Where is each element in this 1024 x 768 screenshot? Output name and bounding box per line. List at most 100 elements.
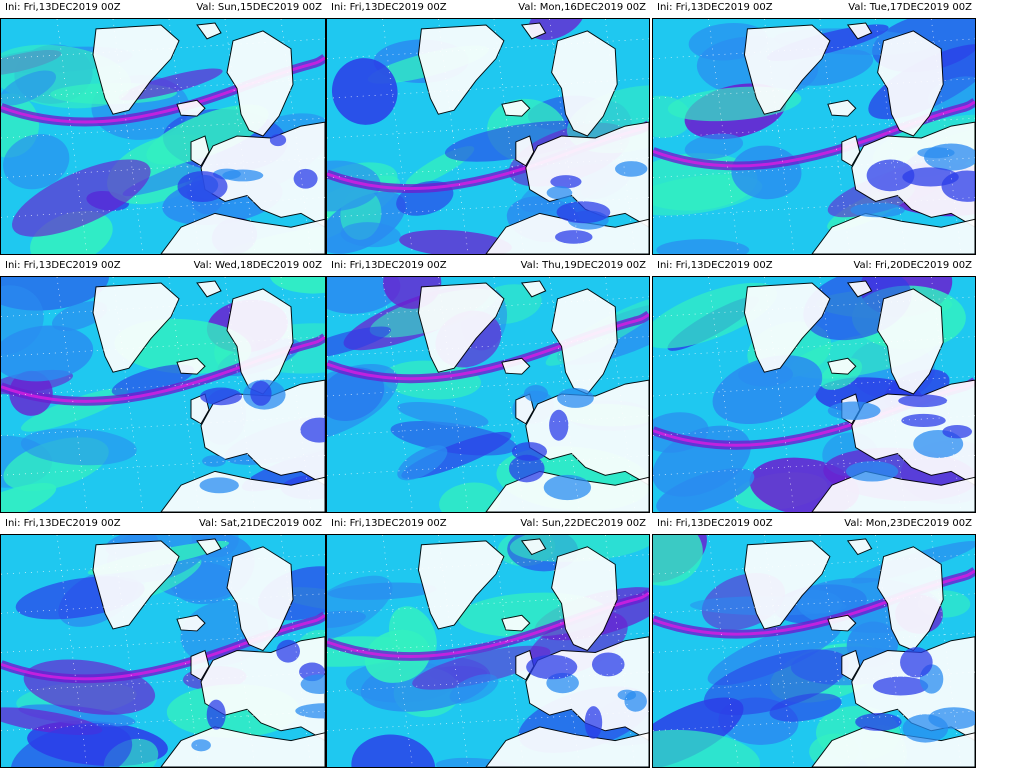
map-canvas (653, 277, 975, 512)
map-canvas (327, 277, 649, 512)
precipitable-water-map (652, 534, 976, 768)
latitude-gridline (327, 593, 649, 614)
latitude-gridline (653, 336, 975, 357)
scandinavia-landmass (551, 546, 618, 652)
map-canvas (1, 535, 325, 767)
land-moisture-patch (941, 170, 975, 202)
scandinavia-landmass (226, 30, 294, 137)
land-moisture-patch (202, 455, 226, 467)
latitude-gridline (327, 554, 649, 575)
land-moisture-patch (900, 647, 933, 678)
moisture-blob (397, 445, 448, 481)
map-canvas (327, 535, 649, 767)
latitude-gridline (327, 455, 649, 476)
map-canvas (1, 19, 325, 254)
latitude-gridline (327, 336, 649, 357)
map-canvas (653, 19, 975, 254)
land-moisture-patch (199, 477, 239, 494)
moisture-blob (327, 326, 392, 359)
moisture-blob (327, 575, 393, 643)
moisture-blob (327, 364, 399, 443)
latitude-gridline (327, 632, 649, 653)
land-moisture-patch (624, 690, 647, 712)
land-moisture-patch (222, 169, 264, 182)
land-moisture-patch (543, 474, 592, 501)
forecast-panel-9: Ini: Fri,13DEC2019 00Z Val: Mon,23DEC2019… (652, 516, 976, 768)
init-time-label: Ini: Fri,13DEC2019 00Z (331, 518, 447, 529)
latitude-gridline (1, 38, 325, 59)
latitude-gridline (653, 593, 975, 614)
latitude-gridline (327, 38, 649, 59)
init-time-label: Ini: Fri,13DEC2019 00Z (657, 260, 773, 271)
panel-header: Ini: Fri,13DEC2019 00Z Val: Sat,21DEC2019… (0, 516, 326, 532)
moisture-plume-core (1, 614, 325, 681)
forecast-panel-1: Ini: Fri,13DEC2019 00Z Val: Sun,15DEC2019… (0, 0, 326, 255)
init-time-label: Ini: Fri,13DEC2019 00Z (657, 518, 773, 529)
moisture-blob (703, 649, 849, 716)
greenland-landmass (417, 540, 505, 630)
moisture-blob (12, 159, 151, 237)
land-moisture-patch (827, 401, 881, 420)
forecast-panel-5: Ini: Fri,13DEC2019 00Z Val: Thu,19DEC2019… (326, 258, 650, 513)
british-isles-landmass (841, 649, 861, 681)
forecast-panel-7: Ini: Fri,13DEC2019 00Z Val: Sat,21DEC2019… (0, 516, 326, 768)
moisture-blob (792, 589, 843, 614)
land-moisture-patch (549, 409, 569, 441)
panel-header: Ini: Fri,13DEC2019 00Z Val: Thu,19DEC2019… (326, 258, 650, 274)
land-moisture-patch (191, 739, 211, 752)
moisture-blob (449, 674, 499, 704)
iceland-landmass (176, 614, 206, 632)
moisture-blob (1, 483, 57, 512)
forecast-panel-3: Ini: Fri,13DEC2019 00Z Val: Tue,17DEC2019… (652, 0, 976, 255)
land-moisture-patch (523, 384, 549, 403)
scandinavia-landmass (226, 546, 294, 652)
forecast-panel-2: Ini: Fri,13DEC2019 00Z Val: Mon,16DEC2019… (326, 0, 650, 255)
land-moisture-patch (276, 639, 300, 663)
iceland-landmass (176, 357, 206, 375)
latitude-gridline (653, 415, 975, 436)
forecast-panel-4: Ini: Fri,13DEC2019 00Z Val: Wed,18DEC2019… (0, 258, 326, 513)
init-time-label: Ini: Fri,13DEC2019 00Z (331, 260, 447, 271)
precipitable-water-map (0, 276, 326, 513)
svalbard-landmass (520, 280, 547, 298)
latitude-gridline (1, 157, 325, 178)
land-moisture-patch (917, 147, 955, 159)
precipitable-water-map (0, 18, 326, 255)
svalbard-landmass (520, 538, 547, 556)
panel-header: Ini: Fri,13DEC2019 00Z Val: Mon,16DEC2019… (326, 0, 650, 16)
moisture-blob (327, 610, 367, 629)
land-moisture-patch (295, 703, 325, 719)
latitude-gridline (1, 336, 325, 357)
latitude-gridline (653, 296, 975, 317)
land-moisture-patch (293, 168, 318, 189)
africa-landmass (160, 726, 325, 767)
latitude-gridline (1, 593, 325, 614)
init-time-label: Ini: Fri,13DEC2019 00Z (657, 2, 773, 13)
latitude-gridline (1, 375, 325, 397)
moisture-plume-core (653, 100, 975, 168)
land-moisture-patch (584, 706, 603, 739)
valid-time-label: Val: Wed,18DEC2019 00Z (193, 260, 322, 271)
panel-header: Ini: Fri,13DEC2019 00Z Val: Tue,17DEC2019… (652, 0, 976, 16)
scandinavia-landmass (877, 288, 944, 395)
scandinavia-landmass (551, 30, 618, 137)
precipitable-water-map (652, 18, 976, 255)
land-moisture-patch (511, 442, 548, 461)
latitude-gridline (653, 157, 975, 178)
forecast-panel-6: Ini: Fri,13DEC2019 00Z Val: Fri,20DEC2019… (652, 258, 976, 513)
latitude-gridline (1, 671, 325, 692)
svalbard-landmass (520, 22, 547, 40)
land-moisture-patch (526, 654, 578, 680)
europe-landmass (525, 121, 649, 228)
panel-header: Ini: Fri,13DEC2019 00Z Val: Fri,20DEC2019… (652, 258, 976, 274)
precipitable-water-map (652, 276, 976, 513)
init-time-label: Ini: Fri,13DEC2019 00Z (5, 260, 121, 271)
land-moisture-patch (200, 387, 242, 406)
iceland-landmass (827, 614, 857, 632)
iceland-landmass (827, 99, 857, 117)
precipitable-water-map (326, 534, 650, 768)
land-moisture-patch (872, 676, 929, 696)
svalbard-landmass (846, 280, 873, 298)
land-moisture-patch (901, 413, 946, 428)
moisture-blob (111, 364, 195, 397)
